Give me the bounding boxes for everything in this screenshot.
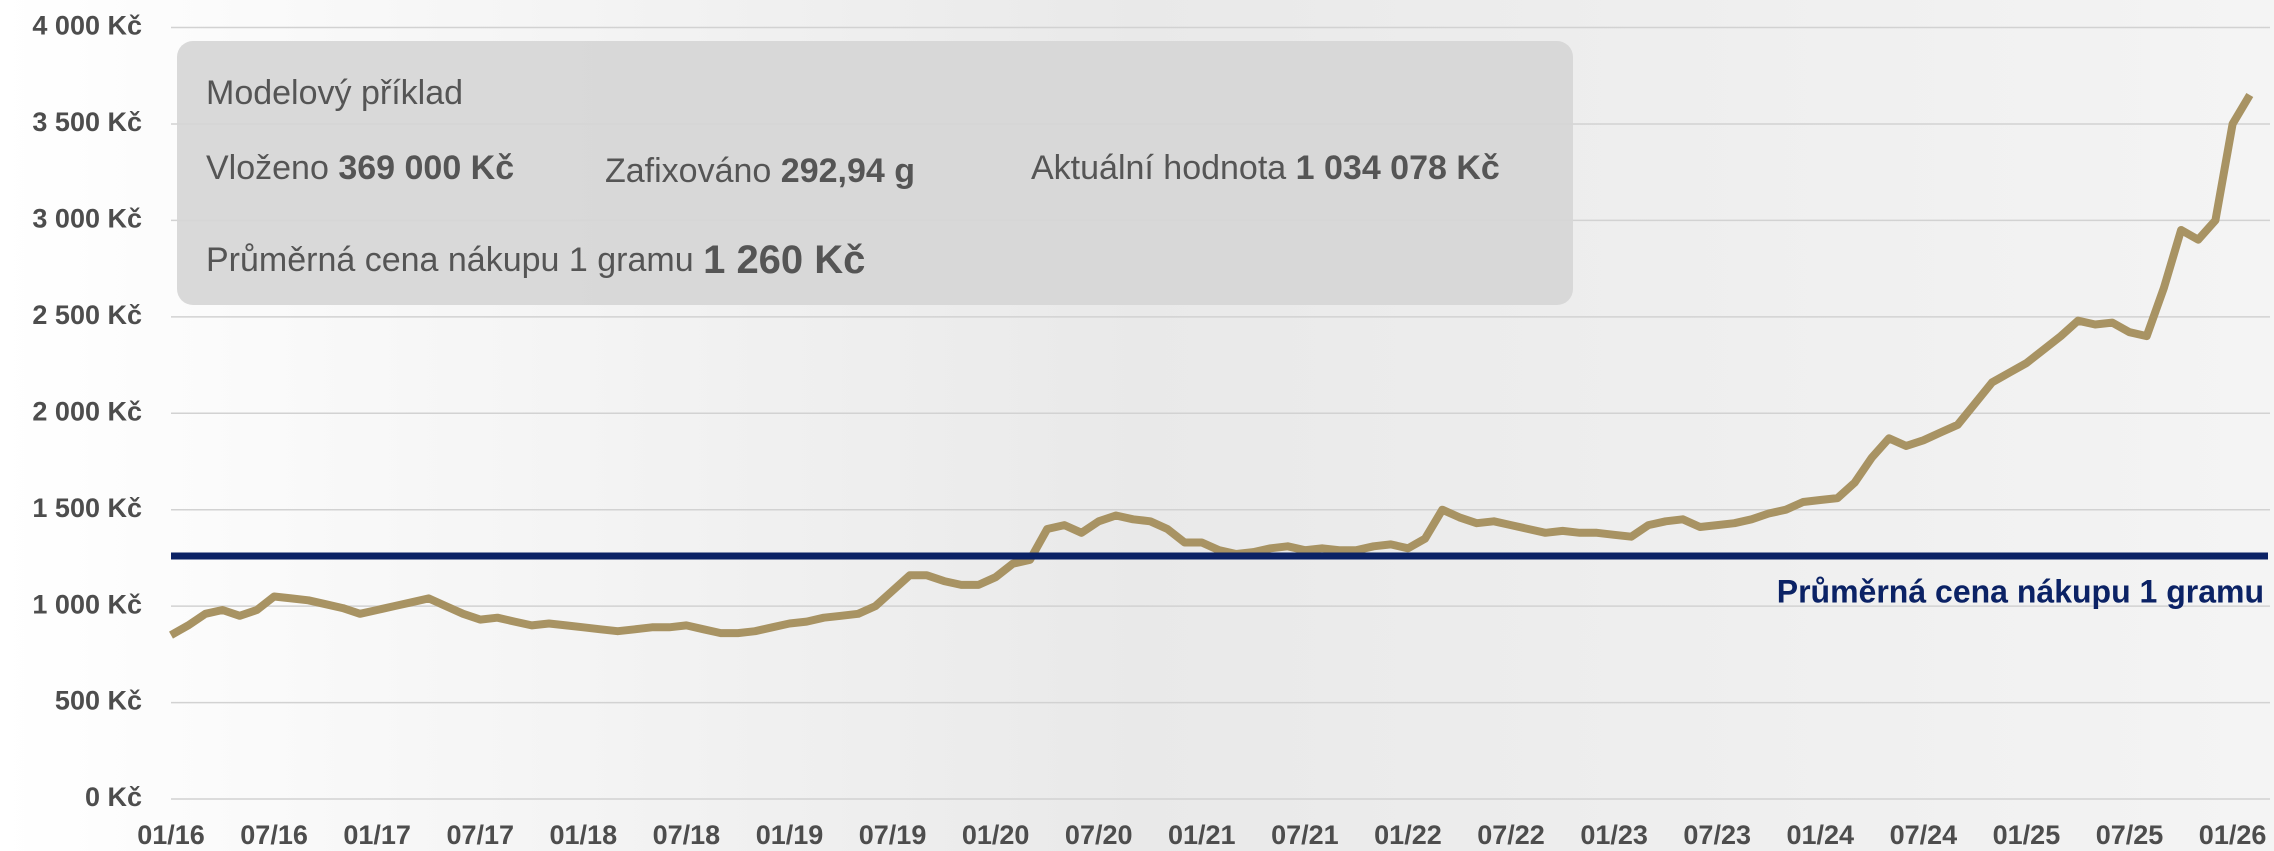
y-tick-label: 1 000 Kč [32, 589, 142, 619]
info-title: Modelový příklad [206, 74, 463, 112]
x-tick-label: 01/18 [550, 820, 618, 850]
y-tick-label: 3 000 Kč [32, 204, 142, 234]
x-tick-label: 07/21 [1271, 820, 1339, 850]
y-tick-label: 1 500 Kč [32, 493, 142, 523]
x-tick-label: 07/25 [2096, 820, 2164, 850]
info-average: Průměrná cena nákupu 1 gramu 1 260 Kč [206, 238, 865, 282]
info-item: Vloženo 369 000 Kč [206, 149, 514, 187]
x-tick-label: 01/25 [1993, 820, 2061, 850]
x-tick-label: 01/17 [343, 820, 411, 850]
x-tick-label: 01/24 [1786, 820, 1854, 850]
x-tick-label: 01/23 [1580, 820, 1648, 850]
reference-label: Průměrná cena nákupu 1 gramu [1777, 573, 2264, 609]
line [169, 92, 2254, 639]
x-tick-label: 07/18 [653, 820, 721, 850]
x-tick-label: 07/23 [1683, 820, 1751, 850]
info-box [177, 41, 1573, 305]
x-tick-label: 07/24 [1890, 820, 1958, 850]
x-tick-label: 01/20 [962, 820, 1030, 850]
info-item: Zafixováno 292,94 g [605, 152, 915, 190]
y-tick-label: 3 500 Kč [32, 107, 142, 137]
x-tick-label: 07/22 [1477, 820, 1545, 850]
y-tick-label: 0 Kč [85, 782, 142, 812]
x-tick-label: 01/19 [756, 820, 824, 850]
info-item: Aktuální hodnota 1 034 078 Kč [1031, 149, 1500, 187]
y-tick-label: 2 500 Kč [32, 300, 142, 330]
x-tick-label: 07/20 [1065, 820, 1133, 850]
y-tick-label: 2 000 Kč [32, 396, 142, 426]
x-tick-label: 01/16 [137, 820, 205, 850]
x-tick-label: 01/21 [1168, 820, 1236, 850]
y-tick-label: 500 Kč [55, 686, 142, 716]
x-tick-label: 07/19 [859, 820, 927, 850]
y-tick-label: 4 000 Kč [32, 11, 142, 41]
x-tick-label: 01/26 [2199, 820, 2267, 850]
x-tick-label: 07/17 [446, 820, 514, 850]
x-tick-label: 01/22 [1374, 820, 1442, 850]
x-tick-label: 07/16 [240, 820, 308, 850]
